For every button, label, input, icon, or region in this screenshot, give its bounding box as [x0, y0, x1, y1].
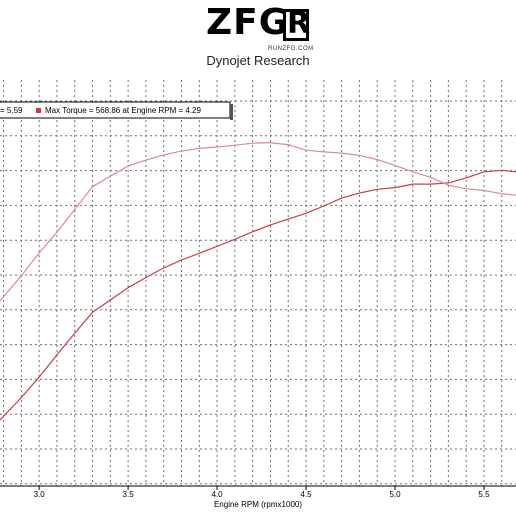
legend-shadow — [230, 104, 233, 120]
logo-wordmark: ZFG — [206, 2, 290, 43]
legend-torque-swatch — [36, 108, 41, 113]
x-tick-label: 5.0 — [389, 490, 401, 499]
x-tick-label: 5.5 — [478, 490, 490, 499]
legend-torque-text: Max Torque = 568.86 at Engine RPM = 4.29 — [45, 106, 202, 115]
x-tick-group: 3.0 3.5 4.0 4.5 5.0 5.5 — [34, 486, 490, 499]
legend-power-text: = 5.59 — [0, 106, 23, 115]
series-line-1 — [0, 169, 516, 421]
series-group — [0, 142, 516, 421]
x-tick-label: 3.5 — [123, 490, 135, 499]
zfg-logo: ZFG R RUNZFG.COM — [206, 2, 313, 53]
x-axis-label: Engine RPM (rpmx1000) — [214, 500, 302, 509]
logo-r-letter: R — [287, 6, 311, 41]
x-tick-label: 4.5 — [300, 490, 312, 499]
grid-lines — [0, 80, 516, 486]
legend: = 5.59 Max Torque = 568.86 at Engine RPM… — [0, 101, 233, 120]
logo-r-box — [283, 9, 309, 41]
x-tick-label: 4.0 — [212, 490, 224, 499]
chart-subtitle: Dynojet Research — [206, 53, 310, 68]
x-tick-label: 3.0 — [34, 490, 46, 499]
logo-url: RUNZFG.COM — [268, 46, 314, 52]
plot-area — [0, 80, 516, 486]
series-line-2 — [0, 142, 516, 302]
